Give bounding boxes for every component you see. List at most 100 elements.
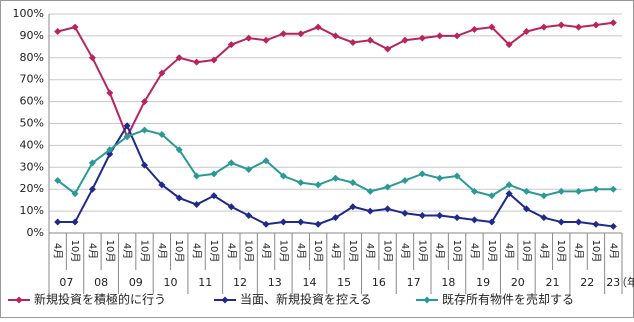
x-group-label: 11	[198, 276, 212, 289]
x-tick-label: 4月	[330, 243, 342, 259]
data-point	[557, 21, 565, 29]
data-point	[227, 159, 235, 167]
data-point	[401, 176, 409, 184]
data-point	[540, 23, 548, 31]
data-point	[349, 38, 357, 46]
x-unit: （年度）	[616, 275, 634, 289]
x-group-label: 15	[337, 276, 351, 289]
x-tick-label: 4月	[156, 243, 168, 259]
data-point	[505, 190, 513, 198]
x-tick-label: 4月	[607, 243, 619, 259]
x-tick-label: 4月	[364, 243, 376, 259]
data-point	[592, 185, 600, 193]
data-point	[158, 69, 166, 77]
data-point	[523, 187, 530, 195]
x-tick-label: 10月	[208, 240, 220, 263]
data-point	[418, 211, 426, 219]
data-point	[418, 170, 426, 178]
y-tick-label: 10%	[20, 204, 44, 217]
x-tick-label: 4月	[260, 243, 272, 259]
data-point	[262, 157, 270, 165]
x-group-label: 13	[268, 276, 282, 289]
data-point	[245, 165, 253, 173]
data-point	[158, 130, 166, 138]
data-point	[470, 25, 478, 33]
x-tick-label: 10月	[139, 240, 151, 263]
x-group-label: 17	[407, 276, 421, 289]
data-point	[158, 181, 166, 189]
x-tick-label: 10月	[243, 240, 255, 263]
data-point	[592, 220, 600, 228]
x-tick-label: 4月	[52, 243, 64, 259]
data-point	[141, 161, 148, 169]
data-point	[384, 183, 392, 191]
data-point	[314, 220, 322, 228]
data-point	[262, 36, 270, 44]
data-point	[332, 32, 339, 40]
data-point	[488, 192, 496, 200]
x-tick-label: 10月	[451, 240, 463, 263]
y-tick-label: 100%	[13, 7, 44, 20]
data-point	[609, 185, 617, 193]
x-group-label: 19	[476, 276, 490, 289]
data-point	[227, 203, 235, 211]
data-point	[245, 211, 253, 219]
data-point	[193, 58, 201, 66]
data-point	[297, 30, 305, 38]
data-point	[575, 187, 583, 195]
data-point	[106, 146, 114, 154]
data-point	[332, 174, 339, 182]
data-point	[366, 187, 374, 195]
x-group-label: 23	[606, 276, 620, 289]
data-point	[575, 23, 583, 31]
x-tick-label: 4月	[399, 243, 411, 259]
data-point	[71, 23, 79, 31]
legend-label: 新規投資を積極的に行う	[34, 292, 166, 307]
x-group-label: 12	[233, 276, 247, 289]
data-point	[384, 205, 392, 213]
x-tick-label: 10月	[104, 240, 116, 263]
data-point	[54, 28, 62, 36]
data-point	[88, 54, 96, 62]
y-tick-label: 80%	[20, 51, 44, 64]
x-tick-label: 10月	[69, 240, 81, 263]
x-tick-label: 10月	[347, 240, 359, 263]
x-tick-label: 10月	[382, 240, 394, 263]
data-point	[54, 218, 62, 226]
x-group-label: 07	[59, 276, 73, 289]
x-tick-label: 4月	[86, 243, 98, 259]
data-point	[488, 23, 496, 31]
y-tick-label: 40%	[20, 138, 44, 151]
data-point	[88, 159, 96, 167]
data-point	[106, 89, 114, 97]
data-point	[557, 187, 565, 195]
x-tick-label: 10月	[555, 240, 567, 263]
data-point	[175, 146, 183, 154]
x-group-label: 20	[511, 276, 525, 289]
x-tick-label: 4月	[295, 243, 307, 259]
legend-marker	[15, 296, 23, 304]
y-tick-label: 70%	[20, 73, 44, 86]
x-tick-label: 10月	[173, 240, 185, 263]
data-point	[453, 172, 461, 180]
y-tick-label: 60%	[20, 95, 44, 108]
x-group-label: 14	[302, 276, 316, 289]
legend-marker	[423, 296, 431, 304]
data-point	[453, 214, 461, 222]
data-point	[470, 187, 478, 195]
data-point	[557, 218, 565, 226]
data-point	[505, 41, 513, 49]
data-point	[609, 222, 617, 230]
x-group-label: 08	[94, 276, 108, 289]
data-point	[540, 192, 548, 200]
data-point	[488, 218, 496, 226]
legend-label: 当面、新規投資を控える	[240, 292, 372, 307]
data-point	[332, 214, 339, 222]
data-point	[175, 194, 183, 202]
legend-label: 既存所有物件を売却する	[442, 292, 574, 307]
data-point	[314, 23, 322, 31]
legend-marker	[221, 296, 229, 304]
data-point	[141, 98, 148, 106]
